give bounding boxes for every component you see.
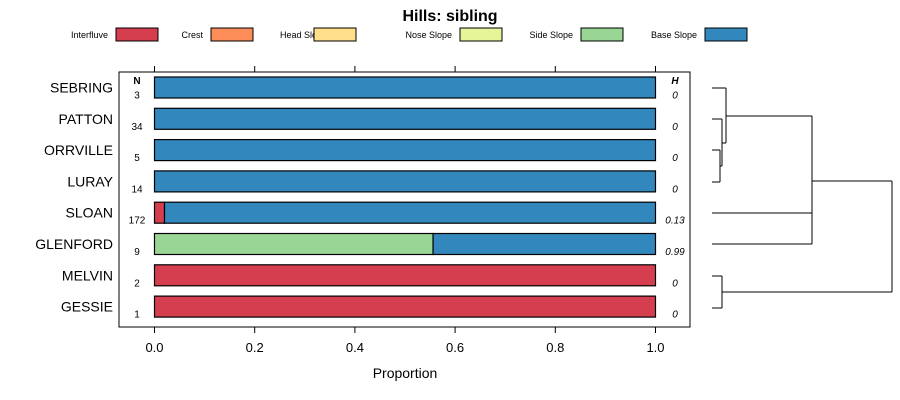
x-tick-label: 1.0 [646,340,664,355]
plot-frame [118,71,691,328]
category-label: PATTON [59,111,113,127]
bar-segment [153,139,657,162]
legend-label: Base Slope [651,30,697,40]
x-tick-label: 0.0 [145,340,163,355]
n-value: 3 [134,91,140,102]
legend-label: Head Slope [280,30,327,40]
legend-label: Interfluve [71,30,108,40]
legend-swatch [115,27,159,42]
bar-segment [432,232,657,256]
bar-stacks [153,76,657,318]
n-value: 2 [134,278,140,289]
legend-swatch [704,27,748,42]
h-value: 0 [672,153,678,164]
x-tick-label: 0.8 [546,340,564,355]
n-value: 1 [134,310,140,321]
bar-segment [153,76,657,99]
category-label: SLOAN [66,205,113,221]
legend-swatch [459,27,503,42]
category-label: ORRVILLE [44,142,113,158]
legend-swatch [210,27,254,42]
dendrogram [712,87,893,309]
n-column-header: N [133,76,140,87]
category-label: SEBRING [50,80,113,96]
bar-segment [153,295,657,318]
bar-segment [153,170,657,193]
n-value: 5 [134,153,140,164]
chart-title: Hills: sibling [402,8,497,25]
n-value: 34 [131,122,143,133]
x-tick-label: 0.6 [446,340,464,355]
bar-segment [153,107,657,130]
x-tick-label: 0.2 [246,340,264,355]
category-label: MELVIN [62,267,113,283]
legend-label: Crest [181,30,203,40]
legend-swatch [313,27,357,42]
bar-segment [163,201,657,224]
h-value: 0 [672,122,678,133]
x-axis: 0.0 0.2 0.4 0.6 0.8 1.0 [145,66,665,355]
category-label: GESSIE [61,299,113,315]
h-column-header: H [671,76,679,87]
legend-swatch [580,27,624,42]
x-axis-label: Proportion [373,365,438,381]
n-value: 172 [129,216,146,227]
legend: Interfluve Crest Head Slope Nose Slope Side … [71,27,748,42]
n-value: 9 [134,247,140,258]
bar-segment [153,201,166,224]
n-value: 14 [131,184,143,195]
bar-segment [153,232,434,256]
category-label: LURAY [67,173,113,189]
x-tick-label: 0.4 [346,340,364,355]
bar-segment [153,264,657,287]
h-value: 0 [672,310,678,321]
legend-label: Side Slope [529,30,573,40]
category-labels: SEBRING PATTON ORRVILLE LURAY SLOAN GLENFORD M… [35,80,113,315]
legend-label: Nose Slope [405,30,452,40]
h-value: 0 [672,278,678,289]
h-value: 0 [672,184,678,195]
category-label: GLENFORD [35,236,113,252]
h-value: 0.13 [665,216,685,227]
row-annotations: 3 0 34 0 5 0 14 0 172 0.13 9 0.99 2 0 1 0 [129,91,686,321]
h-value: 0.99 [665,247,685,258]
h-value: 0 [672,91,678,102]
